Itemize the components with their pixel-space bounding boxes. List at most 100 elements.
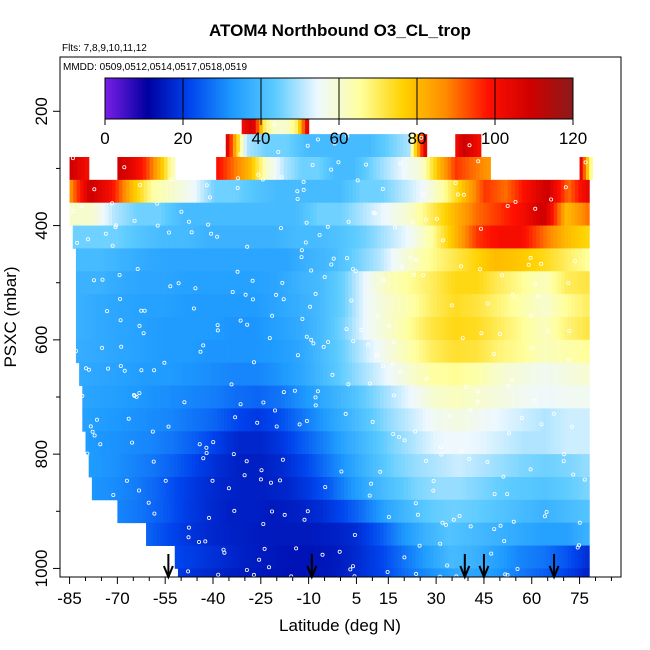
heatmap-cell [475, 408, 480, 432]
heatmap-cell [238, 271, 243, 295]
heatmap-cell [560, 477, 565, 501]
heatmap-cell [419, 225, 424, 249]
measurement-point [410, 220, 415, 225]
heatmap-cell [241, 499, 246, 524]
measurement-points [70, 114, 588, 577]
heatmap-cell [532, 568, 537, 577]
heatmap-cell [386, 499, 392, 524]
measurement-point [549, 197, 554, 202]
heatmap-cell [308, 499, 314, 524]
heatmap-cell [401, 522, 406, 546]
heatmap-cell [258, 477, 263, 501]
heatmap-cell [120, 431, 126, 455]
heatmap-cell [560, 568, 565, 577]
heatmap-cell [270, 522, 275, 546]
heatmap-cell [174, 385, 179, 409]
heatmap-cell [124, 408, 129, 432]
heatmap-cell [111, 202, 117, 226]
measurement-point [238, 318, 243, 323]
measurement-point [526, 262, 531, 267]
heatmap-cell [110, 408, 115, 432]
heatmap-cell [89, 385, 94, 409]
heatmap-cell [426, 339, 431, 364]
heatmap-cell [411, 385, 417, 409]
heatmap-cell [319, 477, 324, 501]
dates-label: MMDD: 0509,0512,0514,0517,0518,0519 [63, 62, 247, 73]
heatmap-cell [256, 339, 261, 364]
heatmap-cell [493, 385, 498, 409]
heatmap-cell [471, 477, 477, 501]
heatmap-cell [157, 317, 162, 341]
heatmap-cell [507, 362, 512, 386]
heatmap-cell [472, 362, 477, 386]
heatmap-cell [500, 568, 505, 577]
heatmap-cell [344, 408, 349, 432]
heatmap-cell [199, 522, 204, 546]
measurement-point [529, 345, 534, 350]
measurement-point [535, 294, 540, 299]
heatmap-cell [348, 271, 353, 295]
heatmap-cell [514, 568, 519, 577]
heatmap-cell [320, 339, 325, 364]
heatmap-cell [136, 294, 141, 318]
heatmap-cell [327, 339, 332, 364]
heatmap-cell [482, 545, 488, 569]
heatmap-cell [305, 362, 310, 386]
measurement-point [513, 199, 518, 204]
heatmap-cell [500, 179, 505, 204]
heatmap-cell [202, 499, 207, 524]
heatmap-cell [109, 477, 114, 501]
heatmap-cell [277, 225, 283, 249]
heatmap-cell [500, 317, 505, 341]
heatmap-cell [327, 202, 332, 226]
heatmap-cell [274, 271, 279, 295]
heatmap-cell [196, 271, 201, 295]
heatmap-cell [326, 454, 331, 478]
heatmap-cell [340, 157, 345, 181]
heatmap-cell [292, 179, 297, 204]
heatmap-cell [312, 408, 317, 432]
measurement-point [499, 273, 504, 278]
heatmap-cell [196, 545, 201, 569]
heatmap-cell [330, 362, 335, 386]
heatmap-cell [121, 317, 127, 341]
heatmap-cell [132, 294, 137, 318]
heatmap-cell [126, 202, 131, 226]
heatmap-cell [207, 202, 212, 226]
heatmap-cell [585, 499, 590, 524]
heatmap-cell [146, 157, 151, 181]
heatmap-cell [224, 271, 229, 295]
heatmap-cell [135, 499, 140, 524]
measurement-point [461, 192, 466, 197]
measurement-point [355, 178, 360, 183]
heatmap-cell [216, 408, 222, 432]
heatmap-cell [574, 271, 580, 295]
heatmap-cell [161, 179, 166, 204]
heatmap-cell [365, 499, 370, 524]
measurement-point [151, 459, 156, 464]
heatmap-cell [475, 362, 480, 386]
heatmap-cell [288, 202, 293, 226]
heatmap-cell [224, 248, 229, 272]
heatmap-cell [185, 362, 190, 386]
heatmap-cell [426, 385, 431, 409]
heatmap-cell [255, 408, 261, 432]
heatmap-cell [95, 454, 100, 478]
heatmap-cell [325, 134, 330, 158]
heatmap-cell [122, 179, 127, 204]
heatmap-cell [149, 157, 154, 181]
heatmap-cell [253, 179, 258, 204]
heatmap-cell [436, 317, 442, 341]
heatmap-cell [464, 477, 469, 501]
heatmap-cell [362, 408, 367, 432]
heatmap-cell [134, 477, 139, 501]
heatmap-cell [451, 271, 456, 295]
heatmap-cell [550, 179, 555, 204]
measurement-point [505, 492, 510, 497]
heatmap-cell [419, 157, 424, 181]
heatmap-cell [274, 179, 279, 204]
heatmap-cell [433, 225, 438, 249]
heatmap-cell [132, 271, 137, 295]
heatmap-cell [396, 134, 401, 158]
heatmap-cell [433, 545, 438, 569]
